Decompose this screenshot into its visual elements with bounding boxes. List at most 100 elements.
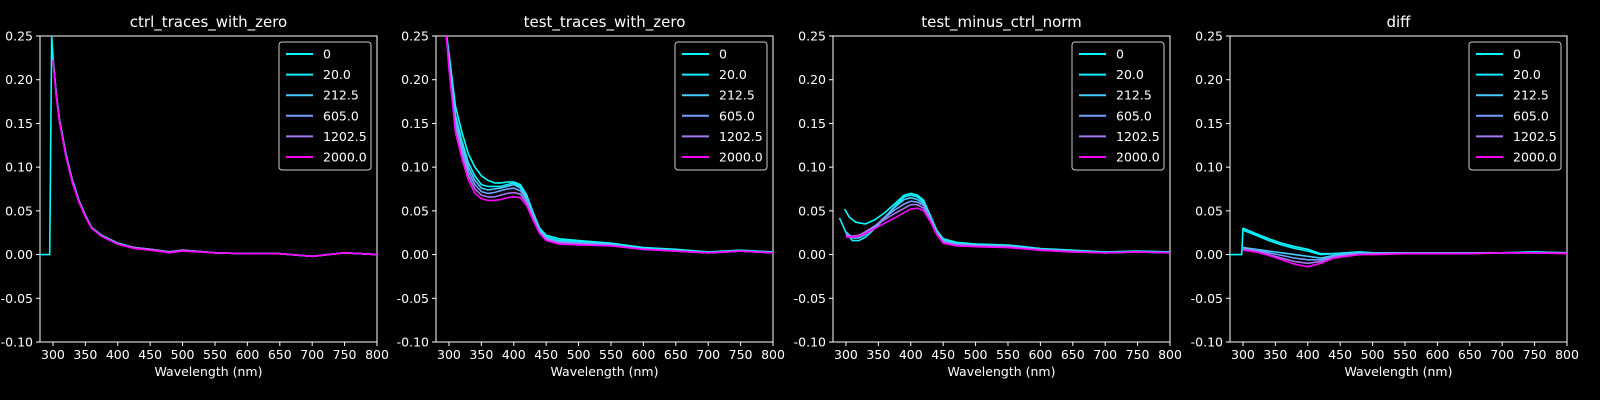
y-tick-label: 0.05: [5, 203, 33, 218]
x-tick-label: 350: [469, 347, 493, 362]
y-tick-label: 0.10: [401, 160, 429, 175]
legend-label: 0: [323, 47, 331, 62]
legend-label: 2000.0: [1513, 150, 1557, 165]
x-tick-label: 500: [567, 347, 591, 362]
y-tick-label: 0.15: [5, 116, 33, 131]
x-tick-label: 600: [235, 347, 259, 362]
legend-label: 2000.0: [1116, 150, 1160, 165]
legend-label: 0: [1513, 47, 1521, 62]
x-tick-label: 450: [1328, 347, 1352, 362]
y-tick-label: -0.05: [1191, 291, 1223, 306]
y-tick-label: 0.15: [798, 116, 826, 131]
y-tick-label: -0.10: [1191, 335, 1223, 350]
legend-label: 20.0: [323, 67, 351, 82]
y-tick-label: 0.20: [798, 72, 826, 87]
y-tick-label: -0.05: [397, 291, 429, 306]
panel-1: ctrl_traces_with_zero 300 350 400 450 500 550 6…: [1, 13, 389, 379]
x-tick-label: 300: [1231, 347, 1255, 362]
y-tick-label: 0.20: [5, 72, 33, 87]
x-tick-label: 600: [631, 347, 655, 362]
series-line-5: [846, 207, 1170, 254]
y-tick-label: -0.10: [1, 335, 33, 350]
x-tick-label: 800: [1555, 347, 1579, 362]
x-axis-label: Wavelength (nm): [948, 364, 1056, 379]
legend-label: 1202.5: [1513, 129, 1557, 144]
y-tick-label: 0.15: [1195, 116, 1223, 131]
x-tick-label: 800: [761, 347, 785, 362]
legend-label: 1202.5: [1116, 129, 1160, 144]
series-line-0: [445, 36, 773, 253]
y-tick-label: 0.00: [1195, 247, 1223, 262]
x-axis-label: Wavelength (nm): [1345, 364, 1453, 379]
legend-label: 0: [1116, 47, 1124, 62]
x-tick-label: 400: [502, 347, 526, 362]
x-tick-label: 750: [1126, 347, 1150, 362]
x-tick-label: 500: [171, 347, 195, 362]
x-tick-label: 500: [1361, 347, 1385, 362]
y-tick-label: 0.10: [1195, 160, 1223, 175]
x-tick-label: 700: [1490, 347, 1514, 362]
x-tick-label: 400: [106, 347, 130, 362]
x-tick-label: 600: [1425, 347, 1449, 362]
legend-label: 0: [719, 47, 727, 62]
chart-title: ctrl_traces_with_zero: [130, 13, 287, 32]
x-tick-label: 800: [1158, 347, 1182, 362]
legend-label: 605.0: [719, 108, 755, 123]
legend-label: 605.0: [323, 108, 359, 123]
series-line-5: [52, 60, 377, 258]
x-tick-label: 500: [964, 347, 988, 362]
y-tick-label: -0.10: [794, 335, 826, 350]
x-tick-label: 550: [599, 347, 623, 362]
x-tick-label: 400: [899, 347, 923, 362]
x-tick-label: 650: [1061, 347, 1085, 362]
legend-label: 20.0: [719, 67, 747, 82]
legend-label: 20.0: [1513, 67, 1541, 82]
y-tick-label: -0.10: [397, 335, 429, 350]
x-tick-label: 400: [1296, 347, 1320, 362]
chart-title: test_traces_with_zero: [524, 13, 686, 32]
y-tick-label: 0.25: [1195, 29, 1223, 44]
y-tick-label: 0.00: [401, 247, 429, 262]
x-tick-label: 300: [437, 347, 461, 362]
series-group: [838, 192, 1170, 254]
x-axis-label: Wavelength (nm): [551, 364, 659, 379]
x-axis-label: Wavelength (nm): [155, 364, 263, 379]
legend-label: 1202.5: [323, 129, 367, 144]
series-group: [40, 36, 377, 258]
y-tick-label: 0.20: [401, 72, 429, 87]
legend-label: 212.5: [1116, 88, 1152, 103]
x-tick-label: 650: [664, 347, 688, 362]
legend-label: 2000.0: [719, 150, 763, 165]
x-tick-label: 800: [365, 347, 389, 362]
x-tick-label: 450: [138, 347, 162, 362]
x-tick-label: 350: [1263, 347, 1287, 362]
y-tick-label: 0.00: [798, 247, 826, 262]
series-group: [1230, 227, 1567, 268]
x-tick-label: 750: [333, 347, 357, 362]
chart-title: diff: [1386, 13, 1411, 31]
chart-title: test_minus_ctrl_norm: [921, 13, 1082, 32]
legend-label: 1202.5: [719, 129, 763, 144]
x-tick-label: 300: [41, 347, 65, 362]
x-tick-label: 550: [996, 347, 1020, 362]
legend-label: 212.5: [1513, 88, 1549, 103]
y-tick-label: 0.25: [401, 29, 429, 44]
x-tick-label: 700: [696, 347, 720, 362]
y-tick-label: 0.05: [798, 203, 826, 218]
y-tick-label: 0.10: [5, 160, 33, 175]
series-line-5: [445, 36, 773, 254]
x-tick-label: 700: [1093, 347, 1117, 362]
x-tick-label: 750: [729, 347, 753, 362]
x-tick-label: 700: [300, 347, 324, 362]
x-tick-label: 550: [1393, 347, 1417, 362]
y-tick-label: 0.25: [5, 29, 33, 44]
x-tick-label: 550: [203, 347, 227, 362]
x-tick-label: 450: [931, 347, 955, 362]
x-tick-label: 350: [73, 347, 97, 362]
x-tick-label: 300: [834, 347, 858, 362]
x-tick-label: 450: [534, 347, 558, 362]
y-tick-label: 0.15: [401, 116, 429, 131]
panel-2: test_traces_with_zero 300 350 400 450 500 550 6…: [397, 13, 785, 379]
panel-3: test_minus_ctrl_norm 300 350 400 450 500 550 60…: [794, 13, 1182, 379]
